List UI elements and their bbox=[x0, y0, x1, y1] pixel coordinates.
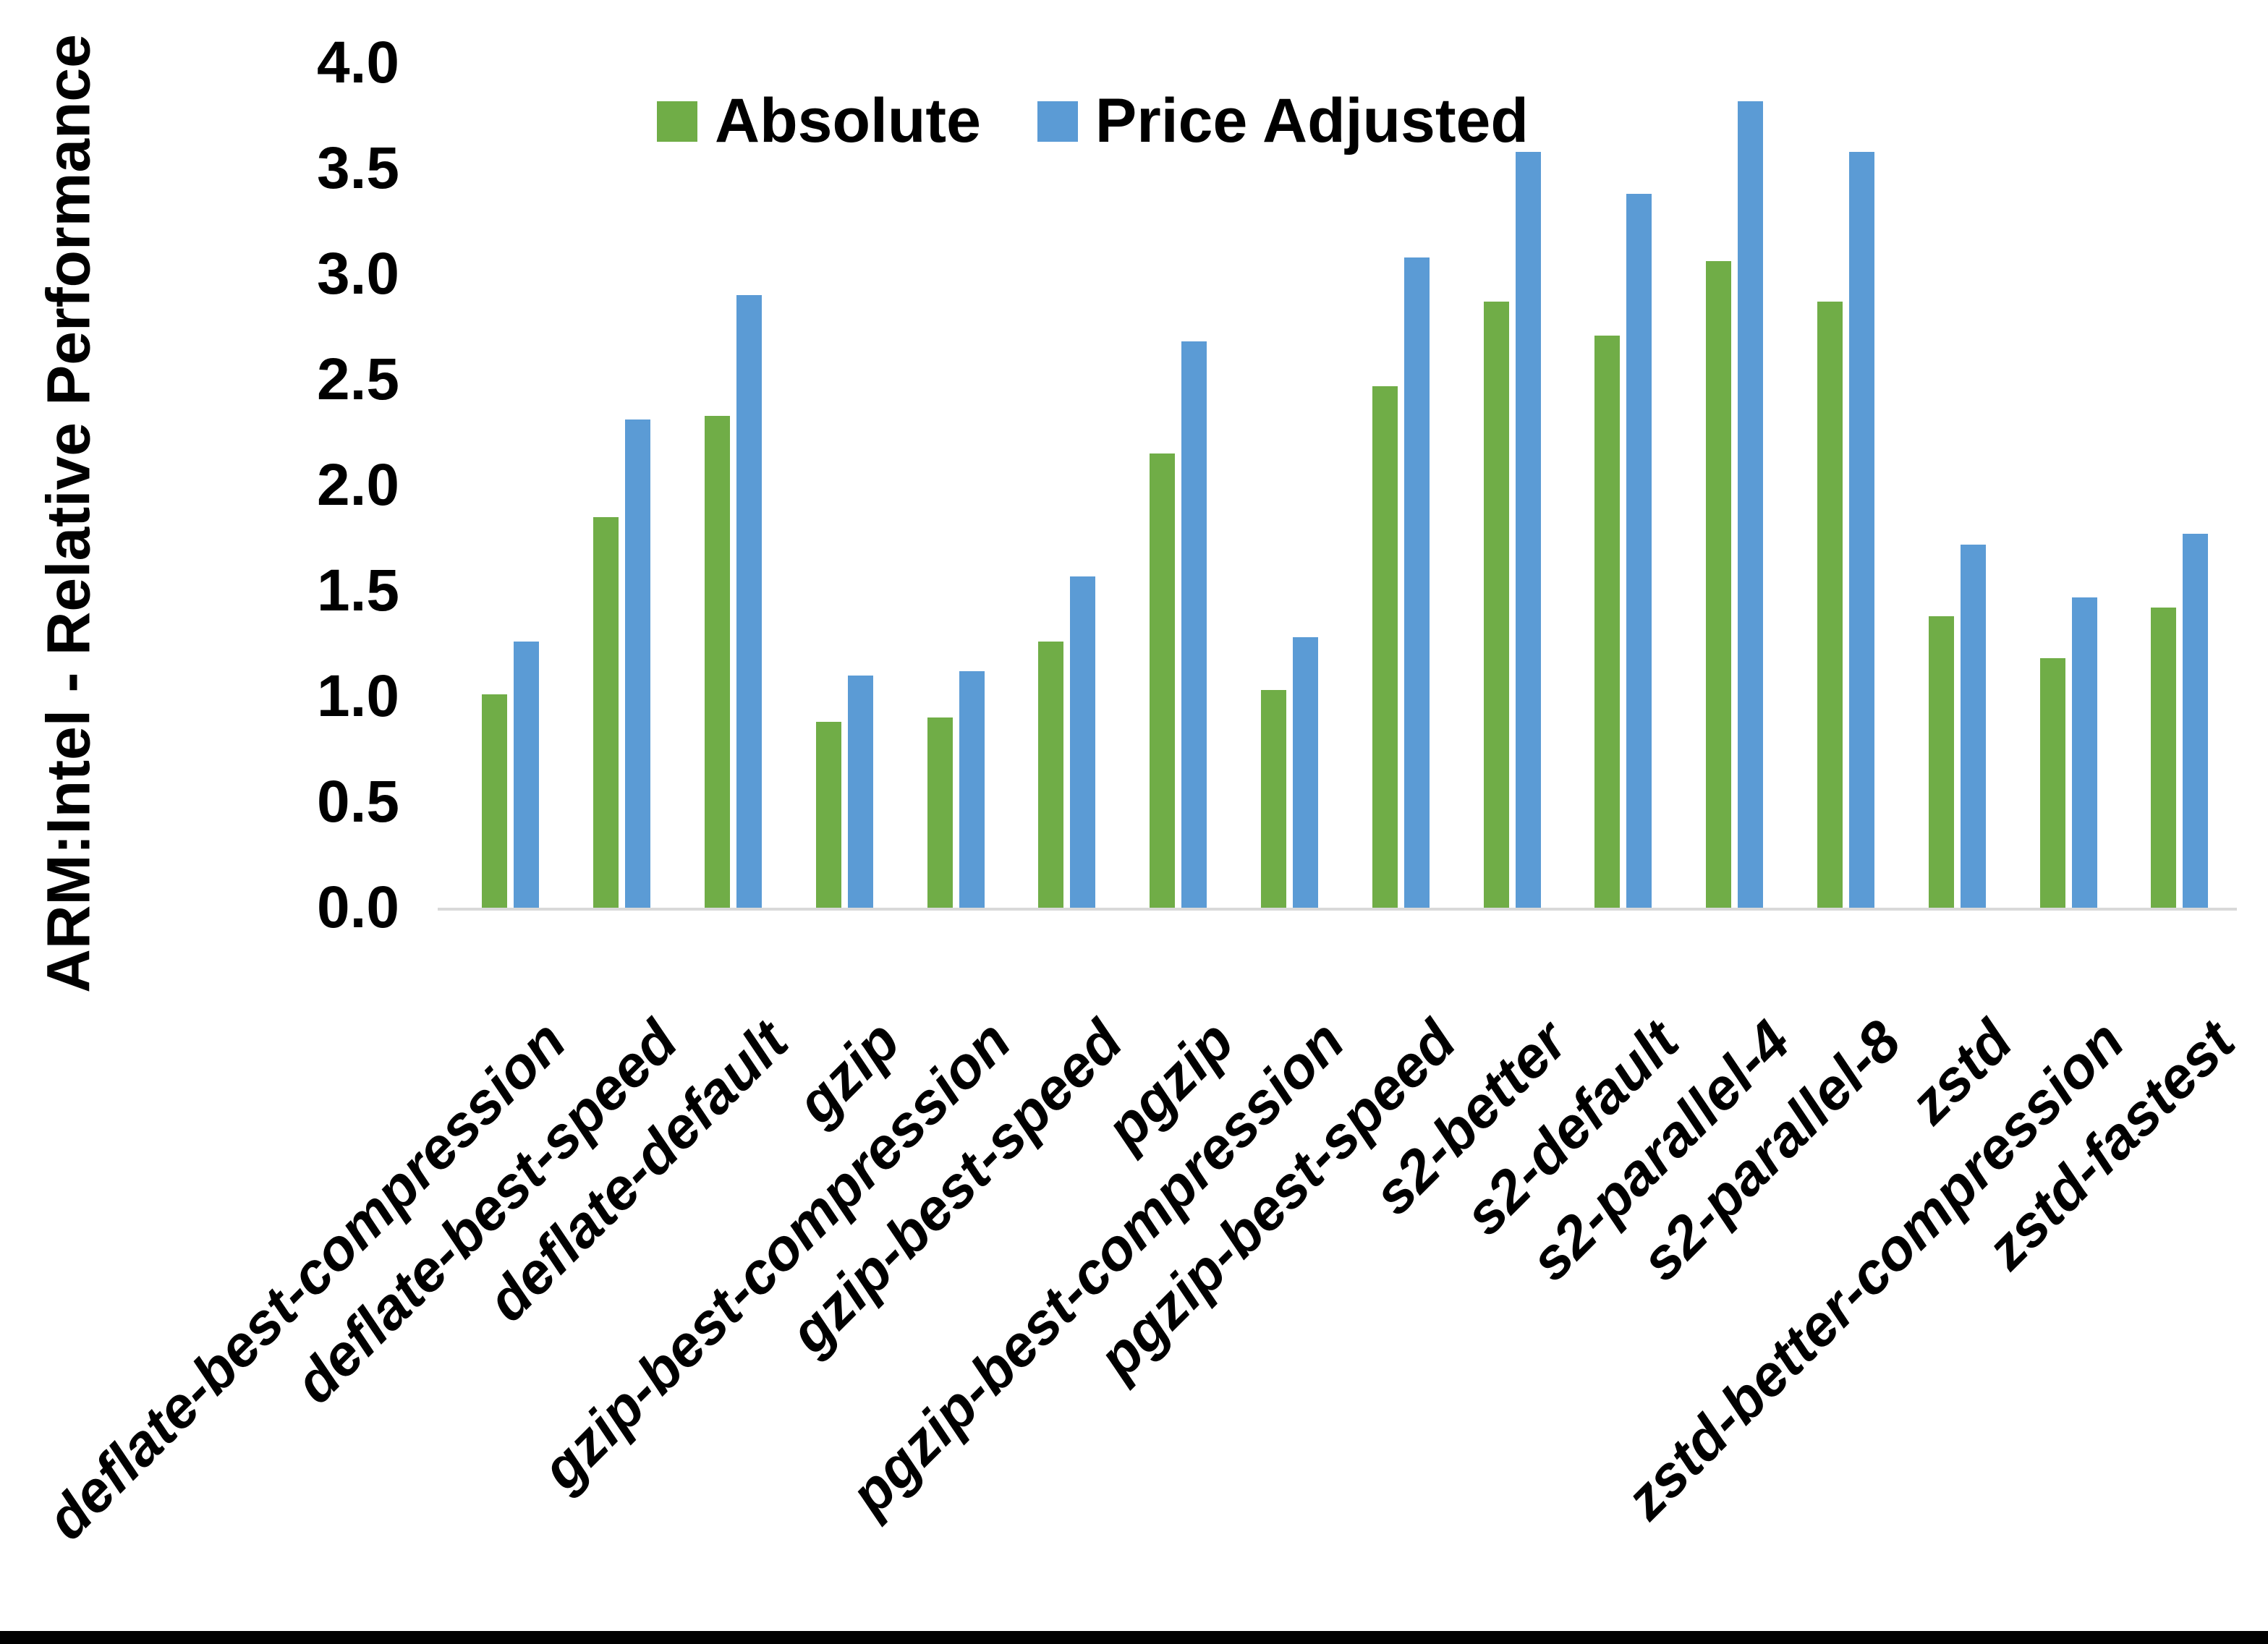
bottom-border-bar bbox=[0, 1631, 2268, 1644]
y-tick-label: 0.0 bbox=[317, 874, 399, 940]
legend: Absolute Price Adjusted bbox=[657, 85, 1529, 157]
y-tick-label: 0.5 bbox=[317, 769, 399, 835]
bar-absolute bbox=[1150, 453, 1175, 908]
bar-absolute bbox=[1706, 261, 1731, 908]
bar-absolute bbox=[1929, 616, 1954, 908]
bar-price-adjusted bbox=[1961, 545, 1986, 908]
bar-absolute bbox=[705, 416, 730, 908]
bar-price-adjusted bbox=[736, 295, 762, 908]
legend-item: Price Adjusted bbox=[1037, 85, 1529, 157]
y-tick-label: 2.5 bbox=[317, 346, 399, 412]
y-tick-label: 4.0 bbox=[317, 30, 399, 95]
bar-price-adjusted bbox=[2183, 534, 2208, 908]
x-axis-line bbox=[438, 908, 2237, 911]
legend-swatch-icon bbox=[657, 101, 697, 142]
bar-absolute bbox=[1484, 302, 1509, 908]
legend-swatch-icon bbox=[1037, 101, 1078, 142]
bar-price-adjusted bbox=[1070, 576, 1095, 908]
y-axis-title: ARM:Intel - Relative Performance bbox=[34, 34, 103, 993]
y-tick-label: 1.0 bbox=[317, 663, 399, 729]
bar-price-adjusted bbox=[625, 419, 650, 908]
bar-absolute bbox=[927, 717, 953, 908]
bar-absolute bbox=[593, 517, 619, 908]
bar-absolute bbox=[816, 722, 841, 908]
bar-price-adjusted bbox=[1626, 194, 1652, 908]
y-tick-label: 2.0 bbox=[317, 452, 399, 518]
bar-price-adjusted bbox=[1181, 341, 1207, 908]
bar-absolute bbox=[2151, 608, 2176, 908]
y-tick-label: 1.5 bbox=[317, 558, 399, 623]
bar-price-adjusted bbox=[1849, 152, 1874, 908]
bar-absolute bbox=[2040, 658, 2065, 908]
bar-price-adjusted bbox=[514, 642, 539, 908]
legend-item: Absolute bbox=[657, 85, 981, 157]
legend-label: Price Adjusted bbox=[1095, 86, 1529, 156]
bar-price-adjusted bbox=[959, 671, 985, 908]
bar-price-adjusted bbox=[848, 676, 873, 908]
bar-absolute bbox=[1261, 690, 1286, 908]
bar-absolute bbox=[1372, 386, 1398, 908]
y-tick-label: 3.5 bbox=[317, 135, 399, 201]
legend-label: Absolute bbox=[715, 86, 981, 156]
bar-absolute bbox=[1038, 642, 1063, 908]
bar-absolute bbox=[1817, 302, 1843, 908]
y-tick-label: 3.0 bbox=[317, 241, 399, 307]
bar-price-adjusted bbox=[1738, 101, 1763, 908]
bar-price-adjusted bbox=[1293, 637, 1318, 908]
bar-absolute bbox=[1594, 336, 1620, 908]
bar-price-adjusted bbox=[2072, 597, 2097, 908]
bar-price-adjusted bbox=[1516, 152, 1541, 908]
bar-absolute bbox=[482, 694, 507, 908]
bar-price-adjusted bbox=[1404, 257, 1430, 908]
